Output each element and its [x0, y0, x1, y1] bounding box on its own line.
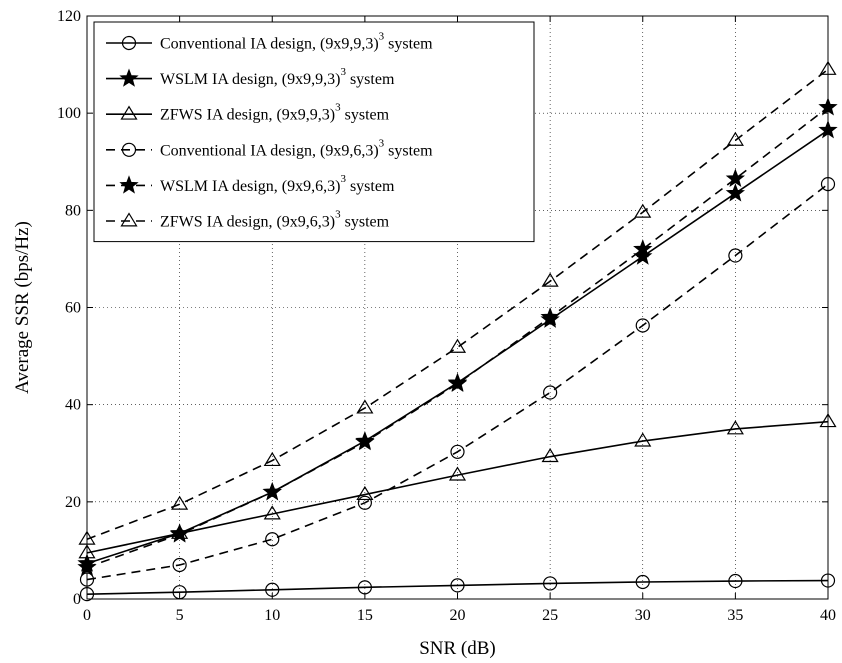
legend-label-suffix: system — [384, 36, 433, 53]
data-point-circle — [450, 578, 465, 593]
data-point-triangle — [634, 203, 652, 218]
data-point-triangle — [634, 432, 652, 447]
legend: Conventional IA design, (9x9,9,3)3 syste… — [93, 21, 535, 243]
x-tick-label: 25 — [542, 607, 558, 624]
x-tick-label: 0 — [83, 607, 91, 624]
data-point-star — [633, 239, 653, 258]
data-point-circle — [543, 576, 558, 591]
legend-label-superscript: 3 — [335, 102, 341, 114]
legend-label-name: Conventional IA design, (9x9,6,3) — [160, 142, 379, 159]
x-tick-label: 5 — [176, 607, 184, 624]
data-point-star — [355, 431, 375, 451]
legend-marker-circle — [121, 142, 137, 157]
y-tick-label: 120 — [57, 8, 81, 25]
data-point-star — [262, 481, 282, 501]
data-point-circle — [728, 573, 743, 589]
data-point-circle — [635, 574, 650, 590]
data-point-circle — [543, 385, 558, 400]
data-point-triangle — [171, 495, 189, 510]
data-point-star — [725, 168, 746, 187]
legend-item: WSLM IA design, (9x9,6,3)3 system — [106, 173, 395, 195]
legend-item: ZFWS IA design, (9x9,9,3)3 system — [106, 102, 390, 124]
legend-label-suffix: system — [341, 107, 390, 124]
x-tick-label: 40 — [820, 607, 836, 624]
series-line — [86, 420, 829, 554]
x-tick-label: 15 — [357, 607, 373, 624]
legend-marker-triangle — [120, 105, 138, 120]
data-point-circle — [265, 532, 280, 547]
data-point-triangle — [356, 485, 374, 501]
legend-marker-circle — [121, 35, 137, 51]
data-point-star — [725, 183, 746, 202]
x-axis-label: SNR (dB) — [419, 638, 496, 659]
series-line — [86, 106, 829, 569]
legend-label-name: WSLM IA design, (9x9,6,3) — [160, 178, 340, 195]
legend-label-superscript: 3 — [379, 31, 385, 43]
data-point-triangle — [448, 466, 467, 481]
legend-label-suffix: system — [384, 142, 433, 159]
data-point-triangle — [541, 272, 559, 287]
legend-item: Conventional IA design, (9x9,9,3)3 syste… — [106, 31, 433, 53]
y-tick-label: 80 — [65, 202, 81, 219]
legend-label-name: WSLM IA design, (9x9,9,3) — [160, 71, 340, 88]
data-point-triangle — [448, 338, 467, 353]
legend-label-name: Conventional IA design, (9x9,9,3) — [160, 36, 379, 53]
legend-label-superscript: 3 — [340, 173, 346, 185]
series-line — [86, 68, 829, 540]
legend-label-superscript: 3 — [379, 137, 385, 149]
legend-label: Conventional IA design, (9x9,9,3)3 syste… — [160, 31, 433, 53]
data-point-circle — [635, 318, 650, 333]
y-tick-label: 20 — [65, 494, 81, 511]
legend-label-superscript: 3 — [340, 66, 346, 78]
legend-label: ZFWS IA design, (9x9,6,3)3 system — [160, 209, 390, 231]
legend-item: ZFWS IA design, (9x9,6,3)3 system — [106, 209, 390, 231]
y-tick-label: 40 — [65, 397, 81, 414]
legend-label: Conventional IA design, (9x9,6,3)3 syste… — [160, 137, 433, 159]
data-point-circle — [450, 444, 465, 459]
data-point-triangle — [263, 505, 281, 520]
y-tick-label: 0 — [73, 591, 81, 608]
data-point-triangle — [356, 399, 374, 414]
data-point-triangle — [726, 131, 744, 146]
data-point-star — [169, 524, 190, 543]
series-line — [86, 579, 829, 595]
data-point-star — [447, 373, 468, 392]
series-line — [86, 183, 829, 581]
legend-marker-star — [119, 68, 139, 87]
data-point-circle — [357, 495, 372, 510]
series-group — [77, 60, 838, 602]
legend-label-suffix: system — [346, 178, 395, 195]
data-point-triangle — [541, 447, 559, 463]
legend-label-name: ZFWS IA design, (9x9,6,3) — [160, 214, 335, 231]
legend-box — [93, 21, 535, 243]
x-tick-label: 35 — [727, 607, 743, 624]
x-tick-label: 10 — [264, 607, 280, 624]
legend-label: WSLM IA design, (9x9,9,3)3 system — [160, 66, 395, 88]
data-point-triangle — [726, 420, 744, 435]
data-point-triangle — [263, 451, 281, 467]
x-tick-label: 20 — [450, 607, 466, 624]
legend-label: WSLM IA design, (9x9,6,3)3 system — [160, 173, 395, 195]
y-tick-label: 100 — [57, 105, 81, 122]
x-tick-label: 30 — [635, 607, 651, 624]
data-point-star — [540, 307, 560, 326]
y-tick-label: 60 — [65, 300, 81, 317]
legend-item: WSLM IA design, (9x9,9,3)3 system — [106, 66, 395, 88]
legend-item: Conventional IA design, (9x9,6,3)3 syste… — [106, 137, 433, 159]
legend-marker-star — [119, 175, 139, 194]
legend-label-name: ZFWS IA design, (9x9,9,3) — [160, 107, 335, 124]
legend-label-suffix: system — [346, 71, 395, 88]
y-axis-label: Average SSR (bps/Hz) — [12, 221, 33, 394]
series-1 — [79, 573, 836, 602]
legend-label-suffix: system — [341, 214, 390, 231]
legend-label-superscript: 3 — [335, 209, 341, 221]
legend-label: ZFWS IA design, (9x9,9,3)3 system — [160, 102, 390, 124]
data-point-circle — [728, 248, 743, 263]
ticks: 0 5 10 15 20 25 30 35 40 0 20 40 60 80 100 120 — [57, 8, 836, 624]
legend-marker-triangle — [120, 212, 138, 227]
data-point-circle — [172, 557, 187, 573]
